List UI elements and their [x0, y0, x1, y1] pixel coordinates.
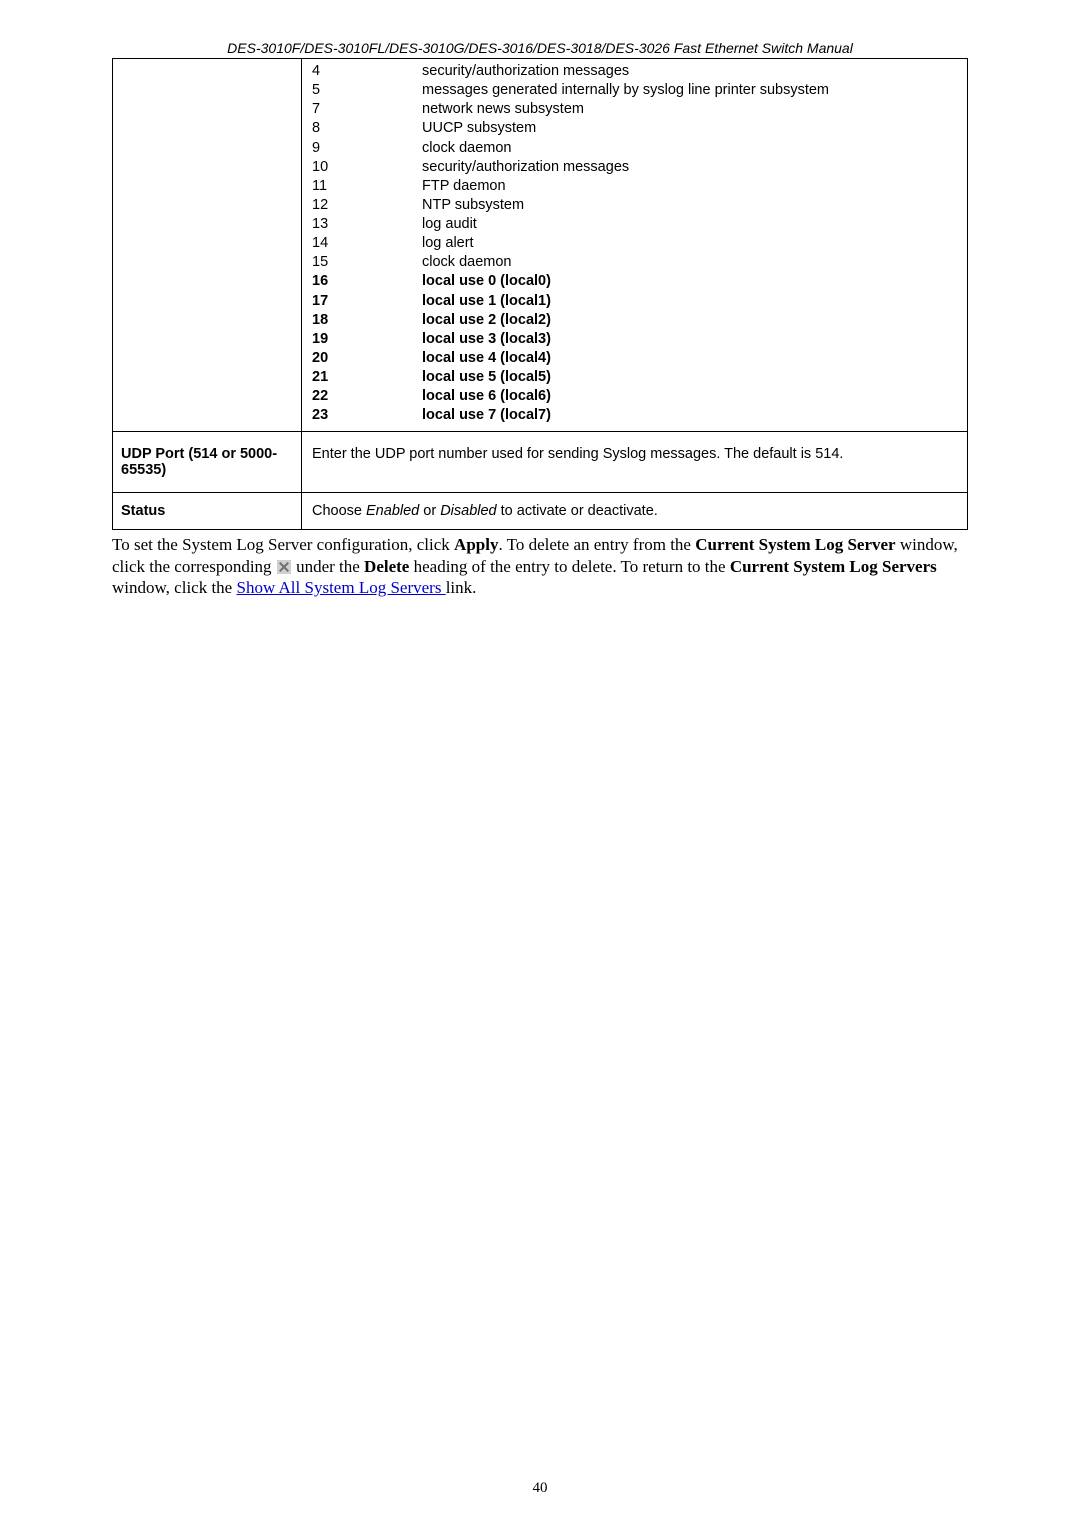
- facility-description: security/authorization messages: [422, 158, 629, 177]
- facility-description: local use 1 (local1): [422, 292, 551, 311]
- facility-row: 18local use 2 (local2): [312, 311, 957, 330]
- text-fragment: To set the System Log Server configurati…: [112, 535, 454, 554]
- status-text-pre: Choose: [312, 503, 366, 519]
- apply-word: Apply: [454, 535, 498, 554]
- facility-row: 7network news subsystem: [312, 100, 957, 119]
- facility-number: 12: [312, 196, 422, 215]
- facility-label-cell: [113, 58, 302, 432]
- facility-number: 9: [312, 139, 422, 158]
- facility-row: 9clock daemon: [312, 139, 957, 158]
- facility-description: log alert: [422, 234, 474, 253]
- facility-description: clock daemon: [422, 253, 511, 272]
- facility-row: 20local use 4 (local4): [312, 349, 957, 368]
- status-desc: Choose Enabled or Disabled to activate o…: [302, 493, 968, 530]
- facility-number: 15: [312, 253, 422, 272]
- facility-row: 23local use 7 (local7): [312, 406, 957, 425]
- status-enabled: Enabled: [366, 503, 419, 519]
- facility-description: local use 2 (local2): [422, 311, 551, 330]
- text-fragment: heading of the entry to delete. To retur…: [409, 557, 729, 576]
- parameter-table: 4security/authorization messages5message…: [112, 58, 968, 530]
- facility-number: 14: [312, 234, 422, 253]
- facility-row: 11FTP daemon: [312, 177, 957, 196]
- facility-number: 21: [312, 368, 422, 387]
- window-name: Current System Log Servers: [730, 557, 937, 576]
- status-text-mid: or: [419, 503, 440, 519]
- facility-description: messages generated internally by syslog …: [422, 81, 829, 100]
- table-row: UDP Port (514 or 5000-65535) Enter the U…: [113, 432, 968, 493]
- text-fragment: . To delete an entry from the: [498, 535, 695, 554]
- facility-number: 16: [312, 272, 422, 291]
- instruction-paragraph: To set the System Log Server configurati…: [112, 534, 968, 598]
- facility-number: 23: [312, 406, 422, 425]
- facility-description: local use 0 (local0): [422, 272, 551, 291]
- facility-row: 15clock daemon: [312, 253, 957, 272]
- facility-description: local use 7 (local7): [422, 406, 551, 425]
- facility-row: 19local use 3 (local3): [312, 330, 957, 349]
- facility-description: UUCP subsystem: [422, 119, 536, 138]
- facility-row: 16local use 0 (local0): [312, 272, 957, 291]
- table-row: Status Choose Enabled or Disabled to act…: [113, 493, 968, 530]
- show-all-link[interactable]: Show All System Log Servers: [236, 578, 445, 597]
- facility-number: 22: [312, 387, 422, 406]
- facility-description: network news subsystem: [422, 100, 584, 119]
- facility-number: 18: [312, 311, 422, 330]
- text-fragment: link.: [446, 578, 477, 597]
- facility-list-cell: 4security/authorization messages5message…: [302, 58, 968, 432]
- facility-row: 4security/authorization messages: [312, 62, 957, 81]
- facility-row: 10security/authorization messages: [312, 158, 957, 177]
- facility-row: 22local use 6 (local6): [312, 387, 957, 406]
- delete-word: Delete: [364, 557, 409, 576]
- facility-number: 11: [312, 177, 422, 196]
- udp-port-desc: Enter the UDP port number used for sendi…: [302, 432, 968, 493]
- facility-number: 17: [312, 292, 422, 311]
- facility-row: 8UUCP subsystem: [312, 119, 957, 138]
- facility-number: 20: [312, 349, 422, 368]
- facility-description: clock daemon: [422, 139, 511, 158]
- facility-description: security/authorization messages: [422, 62, 629, 81]
- facility-description: local use 5 (local5): [422, 368, 551, 387]
- facility-row: 14log alert: [312, 234, 957, 253]
- facility-description: NTP subsystem: [422, 196, 524, 215]
- facility-number: 8: [312, 119, 422, 138]
- window-name: Current System Log Server: [695, 535, 895, 554]
- facility-row: 5messages generated internally by syslog…: [312, 81, 957, 100]
- facility-row: 12NTP subsystem: [312, 196, 957, 215]
- text-fragment: window, click the: [112, 578, 236, 597]
- facility-description: local use 3 (local3): [422, 330, 551, 349]
- facility-row: 17local use 1 (local1): [312, 292, 957, 311]
- delete-icon: [277, 560, 291, 574]
- facility-number: 7: [312, 100, 422, 119]
- facility-description: local use 4 (local4): [422, 349, 551, 368]
- facility-row: 13log audit: [312, 215, 957, 234]
- udp-port-label: UDP Port (514 or 5000-65535): [113, 432, 302, 493]
- facility-number: 10: [312, 158, 422, 177]
- facility-description: local use 6 (local6): [422, 387, 551, 406]
- facility-description: FTP daemon: [422, 177, 506, 196]
- page-number: 40: [0, 1480, 1080, 1497]
- status-text-post: to activate or deactivate.: [497, 503, 658, 519]
- facility-number: 5: [312, 81, 422, 100]
- status-disabled: Disabled: [440, 503, 496, 519]
- facility-number: 4: [312, 62, 422, 81]
- status-label: Status: [113, 493, 302, 530]
- page-header: DES-3010F/DES-3010FL/DES-3010G/DES-3016/…: [112, 40, 968, 58]
- table-row: 4security/authorization messages5message…: [113, 58, 968, 432]
- facility-number: 13: [312, 215, 422, 234]
- text-fragment: under the: [292, 557, 364, 576]
- facility-row: 21local use 5 (local5): [312, 368, 957, 387]
- facility-description: log audit: [422, 215, 477, 234]
- facility-number: 19: [312, 330, 422, 349]
